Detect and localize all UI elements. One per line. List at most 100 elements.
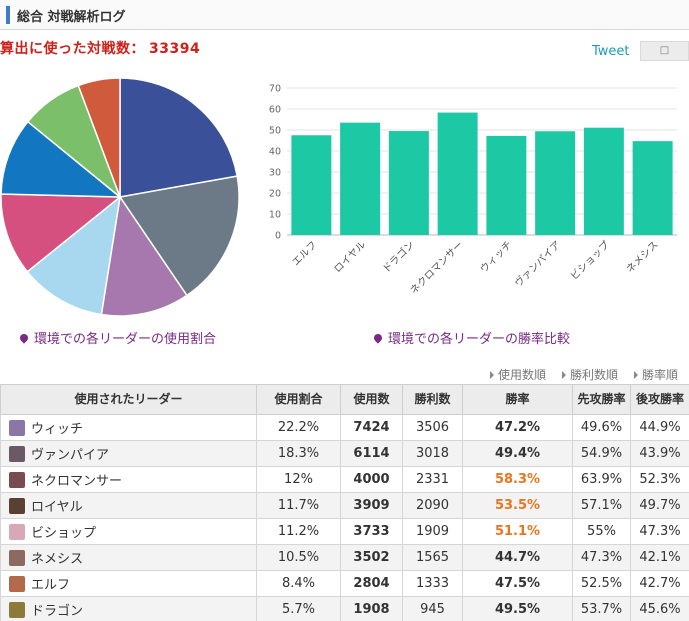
second-rate-cell: 52.3% [630,466,689,493]
pie-slice[interactable] [0,120,123,198]
rate-cell: 49.5% [462,596,573,621]
leader-name: ドラゴン [31,604,84,619]
second-rate-cell: 45.6% [630,596,689,621]
table-row: ロイヤル 11.7% 3909 2090 53.5% 57.1% 49.7% [0,492,689,519]
rate-cell: 51.1% [462,518,573,545]
first-rate-cell: 55% [572,518,631,545]
pie-slice[interactable] [26,195,122,316]
pie-slice[interactable] [77,78,121,198]
col-first-rate[interactable]: 先攻勝率 [572,384,631,415]
rate-cell: 58.3% [462,466,573,493]
match-count-value: 33394 [149,41,201,57]
leader-cell[interactable]: ネメシス [0,544,257,571]
table-row: ネメシス 10.5% 3502 1565 44.7% 47.3% 42.1% [0,544,689,571]
winrate-bar[interactable] [486,135,527,235]
winrate-bar[interactable] [388,131,429,235]
leader-cell[interactable]: ロイヤル [0,492,257,519]
leader-cell[interactable]: エルフ [0,570,257,597]
col-wins[interactable]: 勝利数 [402,384,463,415]
second-rate-cell: 44.9% [630,414,689,441]
winrate-bar[interactable] [340,122,381,235]
y-tick-label: 0 [275,231,281,242]
sort-by-wins-link[interactable]: 勝利数順 [562,366,618,383]
tweet-button[interactable]: Tweet [592,44,630,59]
table-row: ドラゴン 5.7% 1908 945 49.5% 53.7% 45.6% [0,596,689,621]
leader-cell[interactable]: ヴァンパイア [0,440,257,467]
col-leader[interactable]: 使用されたリーダー [0,384,257,415]
first-rate-cell: 53.7% [572,596,631,621]
share-button[interactable]: □ [640,41,689,61]
leader-avatar [9,602,25,618]
rate-cell: 47.2% [462,414,573,441]
x-tick-label: エルフ [291,239,320,268]
x-tick-label: ウィッチ [478,239,515,276]
uses-cell: 1908 [340,596,403,621]
table-header-row: 使用されたリーダー 使用割合 使用数 勝利数 勝率 先攻勝率 後攻勝率 [0,384,689,415]
section-header: 総合 対戦解析ログ [0,0,689,30]
rate-cell: 44.7% [462,544,573,571]
sort-link-label: 勝利数順 [570,368,619,382]
leader-avatar [9,576,25,592]
winrate-bar[interactable] [583,127,624,235]
leader-name: ロイヤル [31,500,83,515]
map-pin-icon [18,332,30,344]
leader-cell[interactable]: ビショップ [0,518,257,545]
sort-by-uses-link[interactable]: 使用数順 [490,366,546,383]
leader-cell[interactable]: ネクロマンサー [0,466,257,493]
y-tick-label: 30 [269,168,281,179]
pie-caption-text: 環境での各リーダーの使用割合 [34,332,217,347]
y-tick-label: 20 [269,189,281,200]
bookmark-icon: □ [659,45,670,56]
match-count-summary: 算出に使った対戦数： 33394 [0,38,200,58]
winrate-bar[interactable] [535,131,576,235]
leader-cell[interactable]: ドラゴン [0,596,257,621]
pie-caption: 環境での各リーダーの使用割合 [18,328,217,347]
leader-name: ビショップ [31,526,97,541]
leader-name: ヴァンパイア [31,448,110,463]
caret-right-icon [490,371,494,379]
leader-cell[interactable]: ウィッチ [0,414,257,441]
rate-cell: 47.5% [462,570,573,597]
header-accent-bar [6,6,10,24]
winrate-bar[interactable] [437,112,478,235]
leader-name: ネメシス [31,552,84,567]
first-rate-cell: 54.9% [572,440,631,467]
table-row: ネクロマンサー 12% 4000 2331 58.3% 63.9% 52.3% [0,466,689,493]
first-rate-cell: 52.5% [572,570,631,597]
y-tick-label: 70 [269,84,281,95]
x-tick-label: ロイヤル [332,239,368,275]
col-second-rate[interactable]: 後攻勝率 [630,384,689,415]
winrate-bar[interactable] [291,135,332,235]
wins-cell: 2331 [402,466,463,493]
second-rate-cell: 43.9% [630,440,689,467]
map-pin-icon [372,332,384,344]
table-row: ヴァンパイア 18.3% 6114 3018 49.4% 54.9% 43.9% [0,440,689,467]
sort-by-rate-link[interactable]: 勝率順 [634,366,678,383]
col-uses[interactable]: 使用数 [340,384,403,415]
second-rate-cell: 42.7% [630,570,689,597]
uses-cell: 3733 [340,518,403,545]
pie-slice[interactable] [0,193,123,273]
pie-slice[interactable] [118,175,240,297]
bar-caption: 環境での各リーダーの勝率比較 [372,328,571,347]
table-row: エルフ 8.4% 2804 1333 47.5% 52.5% 42.7% [0,570,689,597]
col-share[interactable]: 使用割合 [256,384,341,415]
uses-cell: 6114 [340,440,403,467]
pie-slice[interactable] [100,195,188,317]
usage-pie-chart [0,78,240,317]
col-rate[interactable]: 勝率 [462,384,573,415]
caret-right-icon [634,371,638,379]
pie-slice[interactable] [119,78,239,198]
leader-avatar [9,498,25,514]
rate-cell: 53.5% [462,492,573,519]
x-tick-label: ドラゴン [380,238,417,275]
leader-name: ネクロマンサー [31,474,123,489]
uses-cell: 2804 [340,570,403,597]
winrate-bar[interactable] [632,141,673,235]
leader-name: ウィッチ [31,422,84,437]
uses-cell: 4000 [340,466,403,493]
leader-avatar [9,446,25,462]
share-cell: 11.2% [256,518,341,545]
bar-caption-text: 環境での各リーダーの勝率比較 [388,332,571,347]
